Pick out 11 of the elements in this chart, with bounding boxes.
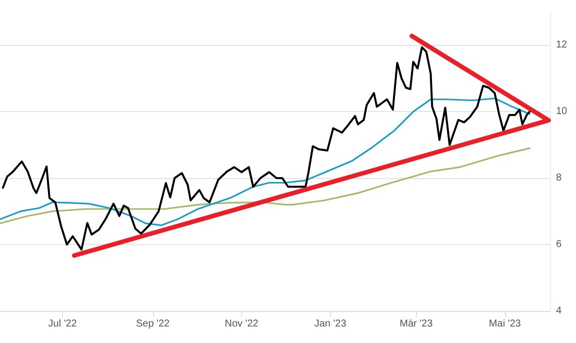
y-tick-label: 8 <box>556 172 562 184</box>
x-tick-label: Jul '22 <box>48 318 78 330</box>
y-tick-label: 12 <box>556 40 568 51</box>
x-tick-label: Mär '23 <box>400 318 434 330</box>
x-tick-label: Nov '22 <box>224 318 259 330</box>
y-tick-label: 4 <box>556 306 562 316</box>
x-tick-label: Jan '23 <box>314 318 347 330</box>
y-tick-label: 10 <box>556 106 568 118</box>
y-tick-label: 6 <box>556 239 562 250</box>
x-tick-label: Sep '22 <box>136 318 170 330</box>
x-tick-label: Mai '23 <box>488 318 522 330</box>
